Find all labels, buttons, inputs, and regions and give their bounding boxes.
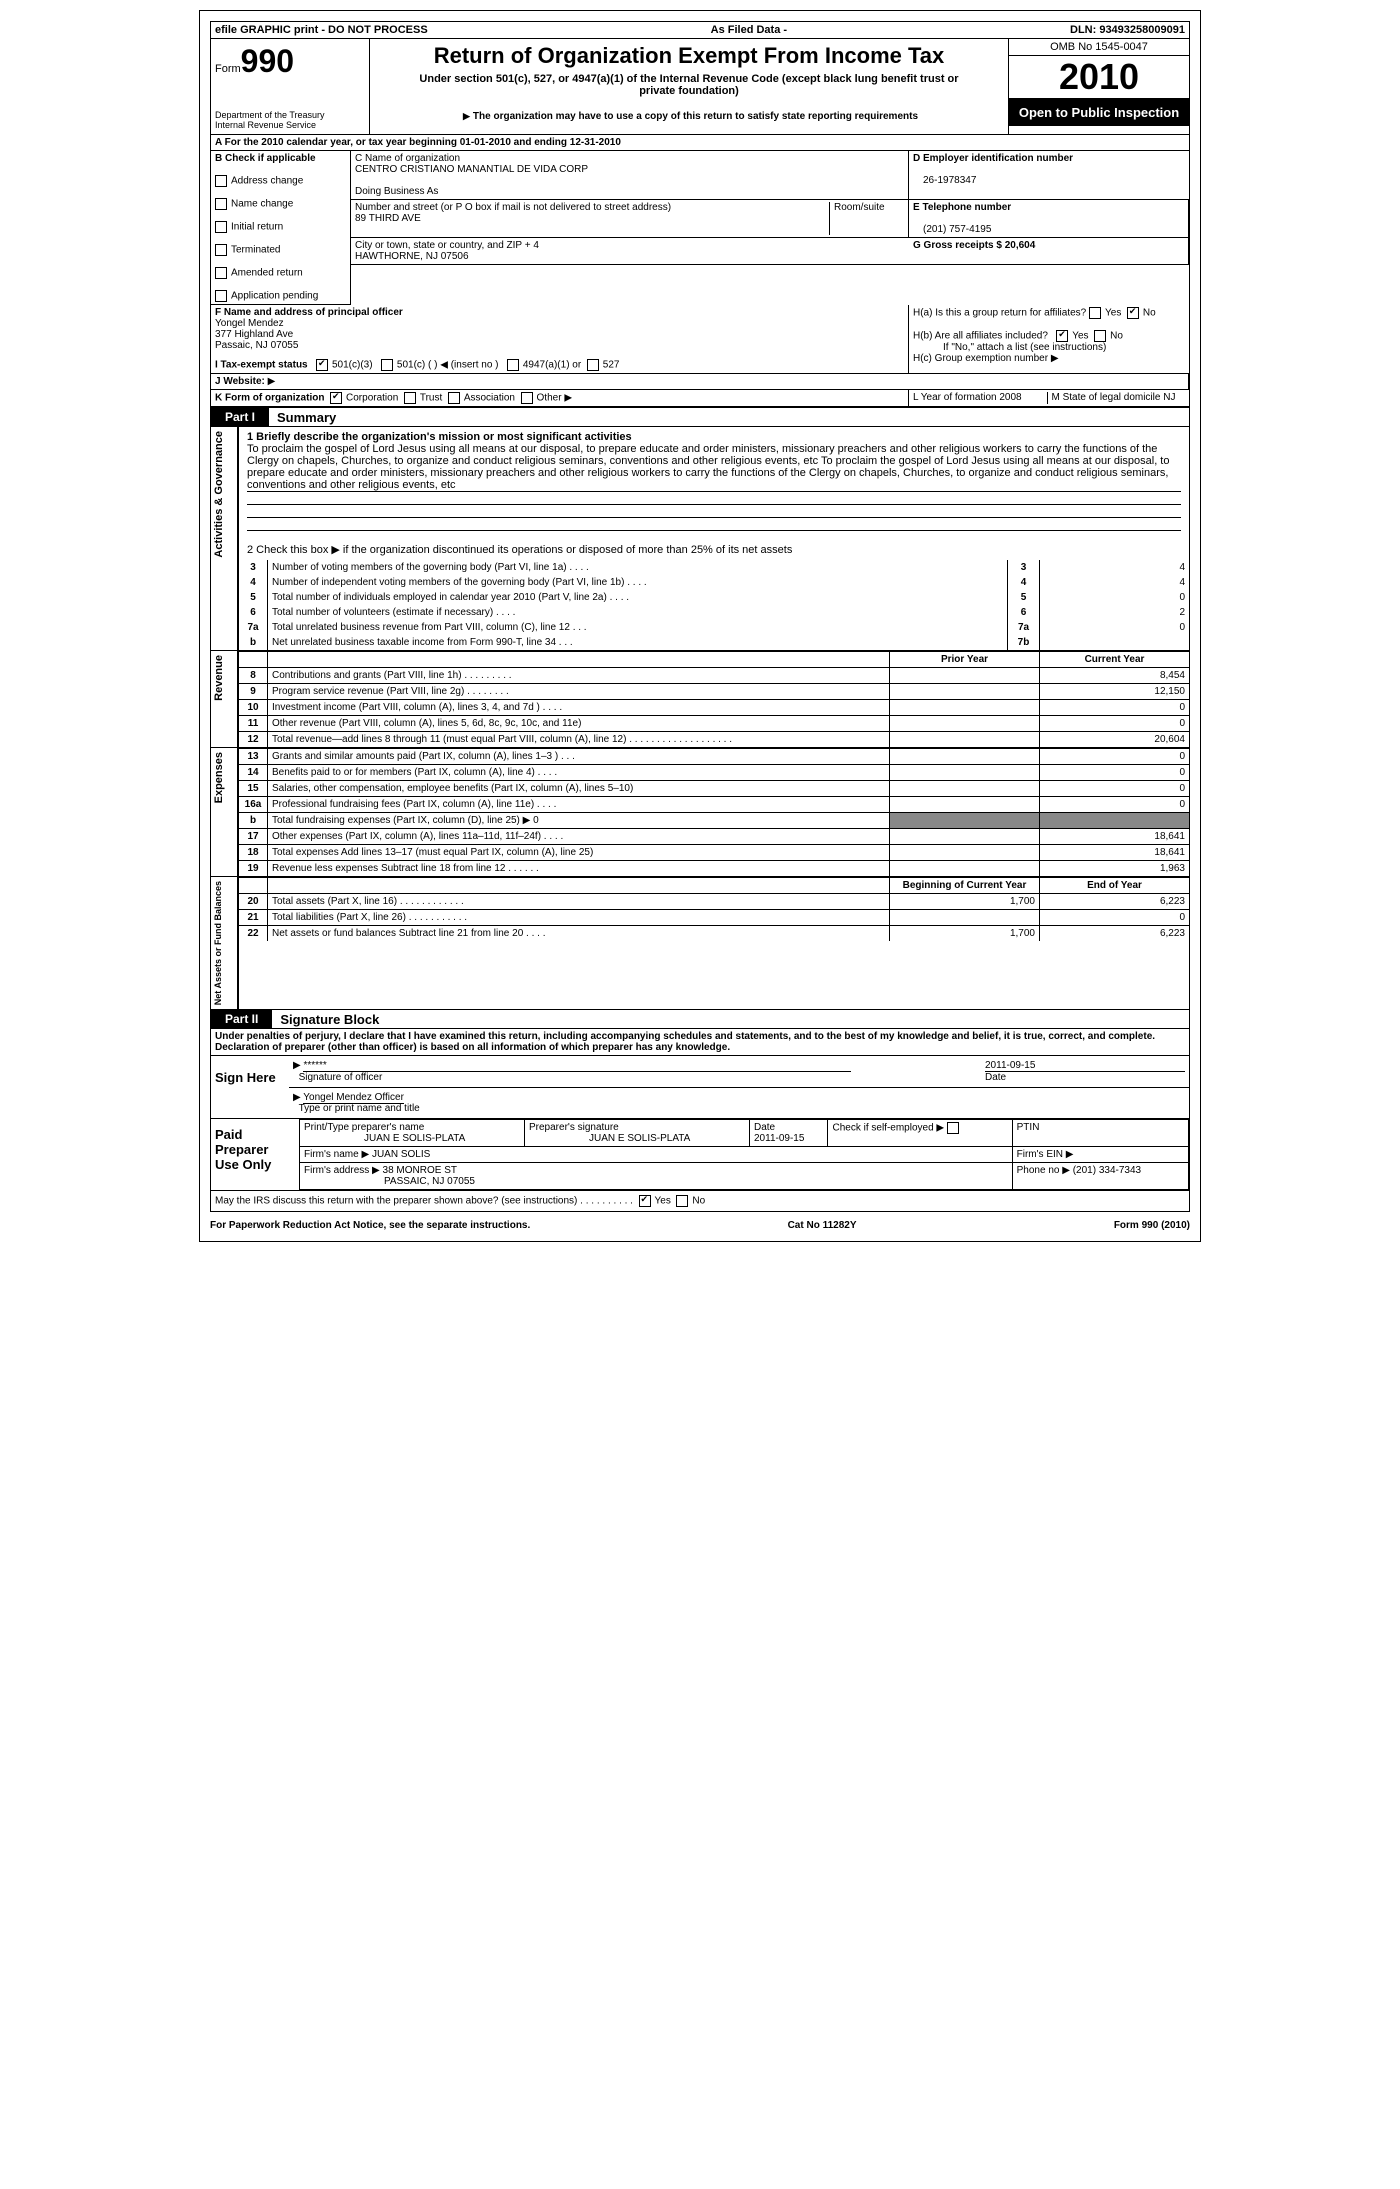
vlabel-governance: Activities & Governance: [210, 427, 238, 651]
checkbox-ha-yes[interactable]: [1089, 307, 1101, 319]
irs-label: Internal Revenue Service: [215, 120, 365, 130]
hb-note: If "No," attach a list (see instructions…: [913, 342, 1106, 353]
open-inspection: Open to Public Inspection: [1009, 99, 1189, 126]
officer-label: F Name and address of principal officer: [215, 307, 403, 318]
ein-value: 26-1978347: [913, 175, 976, 186]
topbar-left: efile GRAPHIC print - DO NOT PROCESS: [215, 24, 428, 36]
checkbox-hb-no[interactable]: [1094, 330, 1106, 342]
room-label: Room/suite: [829, 202, 904, 235]
top-bar: efile GRAPHIC print - DO NOT PROCESS As …: [210, 21, 1190, 39]
checkbox-terminated[interactable]: [215, 244, 227, 256]
part-1-header: Part I Summary: [210, 408, 1190, 427]
checkbox-discuss-yes[interactable]: [639, 1195, 651, 1207]
vlabel-net: Net Assets or Fund Balances: [210, 877, 238, 1010]
checkbox-527[interactable]: [587, 359, 599, 371]
dba-label: Doing Business As: [355, 186, 438, 197]
checkbox-ha-no[interactable]: [1127, 307, 1139, 319]
gross-receipts: G Gross receipts $ 20,604: [913, 240, 1035, 251]
form-note: The organization may have to use a copy …: [374, 111, 1004, 122]
line-2: 2 Check this box ▶ if the organization d…: [247, 544, 792, 556]
section-i: I Tax-exempt status: [215, 360, 308, 371]
street-value: 89 THIRD AVE: [355, 213, 421, 224]
checkbox-discuss-no[interactable]: [676, 1195, 688, 1207]
city-label: City or town, state or country, and ZIP …: [355, 240, 539, 251]
hc-label: H(c) Group exemption number: [913, 353, 1048, 364]
checkbox-initial-return[interactable]: [215, 221, 227, 233]
dept-treasury: Department of the Treasury: [215, 110, 365, 120]
paid-preparer-label: Paid Preparer Use Only: [211, 1119, 299, 1190]
topbar-dln: DLN: 93493258009091: [1070, 24, 1185, 36]
checkbox-501c[interactable]: [381, 359, 393, 371]
mission-label: 1 Briefly describe the organization's mi…: [247, 431, 632, 443]
checkbox-amended[interactable]: [215, 267, 227, 279]
checkbox-corp[interactable]: [330, 392, 342, 404]
org-info-grid: B Check if applicable Address change Nam…: [210, 151, 1190, 408]
tax-year: 2010: [1009, 56, 1189, 99]
omb-number: OMB No 1545-0047: [1009, 39, 1189, 56]
vlabel-expenses: Expenses: [210, 748, 238, 877]
hb-label: H(b) Are all affiliates included?: [913, 331, 1048, 342]
org-name: CENTRO CRISTIANO MANANTIAL DE VIDA CORP: [355, 164, 588, 175]
checkbox-501c3[interactable]: [316, 359, 328, 371]
form-title: Return of Organization Exempt From Incom…: [374, 43, 1004, 69]
state-domicile: M State of legal domicile NJ: [1047, 392, 1186, 404]
form-subtitle: Under section 501(c), 527, or 4947(a)(1)…: [414, 73, 964, 97]
city-value: HAWTHORNE, NJ 07506: [355, 251, 469, 262]
discuss-label: May the IRS discuss this return with the…: [215, 1196, 633, 1207]
perjury-statement: Under penalties of perjury, I declare th…: [210, 1029, 1190, 1056]
topbar-mid: As Filed Data -: [711, 24, 787, 36]
checkbox-self-employed[interactable]: [947, 1122, 959, 1134]
sign-here-label: Sign Here: [211, 1056, 289, 1118]
section-k: K Form of organization: [215, 393, 324, 404]
officer-addr1: 377 Highland Ave: [215, 329, 293, 340]
part-2-header: Part II Signature Block: [210, 1010, 1190, 1029]
checkbox-address-change[interactable]: [215, 175, 227, 187]
vlabel-revenue: Revenue: [210, 651, 238, 748]
checkbox-hb-yes[interactable]: [1056, 330, 1068, 342]
phone-value: (201) 757-4195: [913, 224, 991, 235]
ein-label: D Employer identification number: [913, 153, 1073, 164]
form-header: Form990 Department of the Treasury Inter…: [210, 39, 1190, 135]
website-label: J Website:: [215, 376, 265, 387]
checkbox-pending[interactable]: [215, 290, 227, 302]
officer-name: Yongel Mendez: [215, 318, 284, 329]
checkbox-4947[interactable]: [507, 359, 519, 371]
page-footer: For Paperwork Reduction Act Notice, see …: [210, 1212, 1190, 1231]
form-number: 990: [241, 43, 294, 79]
phone-label: E Telephone number: [913, 202, 1011, 213]
section-b-title: B Check if applicable: [215, 153, 316, 164]
form-label: Form: [215, 63, 241, 75]
street-label: Number and street (or P O box if mail is…: [355, 202, 671, 213]
form-990-page: efile GRAPHIC print - DO NOT PROCESS As …: [199, 10, 1201, 1242]
org-name-label: C Name of organization: [355, 153, 460, 164]
summary-section: Activities & Governance 1 Briefly descri…: [210, 427, 1190, 1010]
mission-text: To proclaim the gospel of Lord Jesus usi…: [247, 443, 1181, 492]
ha-label: H(a) Is this a group return for affiliat…: [913, 308, 1086, 319]
checkbox-name-change[interactable]: [215, 198, 227, 210]
year-formation: L Year of formation 2008: [913, 392, 1047, 404]
checkbox-other[interactable]: [521, 392, 533, 404]
section-a: A For the 2010 calendar year, or tax yea…: [210, 135, 1190, 151]
checkbox-assoc[interactable]: [448, 392, 460, 404]
checkbox-trust[interactable]: [404, 392, 416, 404]
officer-addr2: Passaic, NJ 07055: [215, 340, 298, 351]
